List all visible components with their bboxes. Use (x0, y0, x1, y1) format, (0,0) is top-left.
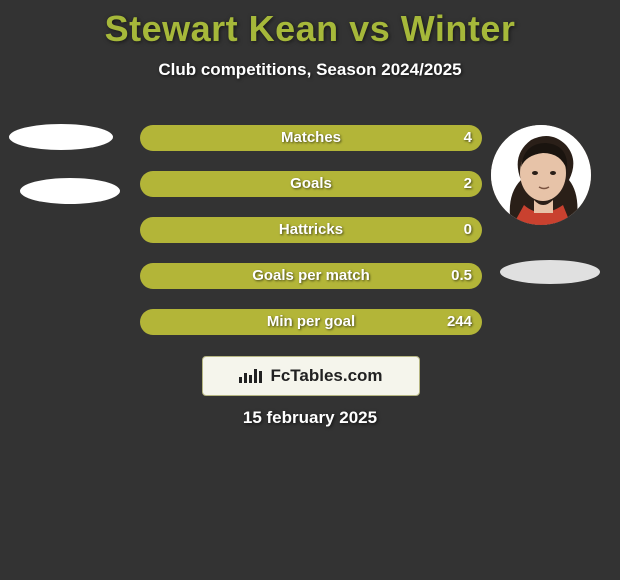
left-player-placeholder-1 (9, 124, 113, 150)
bar-value-right: 0 (464, 217, 472, 243)
bar-value-right: 0.5 (451, 263, 472, 289)
bar-label: Goals per match (140, 263, 482, 289)
chart-icon (239, 369, 264, 383)
branding-badge: FcTables.com (202, 356, 420, 396)
stat-bar: Goals per match0.5 (140, 263, 482, 289)
page-title: Stewart Kean vs Winter (0, 0, 620, 50)
comparison-bars: Matches4Goals2Hattricks0Goals per match0… (140, 125, 482, 355)
bar-label: Hattricks (140, 217, 482, 243)
avatar-icon (491, 125, 591, 225)
bar-value-right: 244 (447, 309, 472, 335)
bar-value-right: 2 (464, 171, 472, 197)
bar-label: Goals (140, 171, 482, 197)
stat-bar: Goals2 (140, 171, 482, 197)
left-player-placeholder-2 (20, 178, 120, 204)
bar-label: Min per goal (140, 309, 482, 335)
right-player-avatar (491, 125, 591, 225)
brand-text: FcTables.com (270, 366, 382, 386)
bar-label: Matches (140, 125, 482, 151)
bar-value-right: 4 (464, 125, 472, 151)
right-player-placeholder (500, 260, 600, 284)
stat-bar: Min per goal244 (140, 309, 482, 335)
date-text: 15 february 2025 (0, 408, 620, 428)
stat-bar: Matches4 (140, 125, 482, 151)
subtitle: Club competitions, Season 2024/2025 (0, 60, 620, 80)
stat-bar: Hattricks0 (140, 217, 482, 243)
